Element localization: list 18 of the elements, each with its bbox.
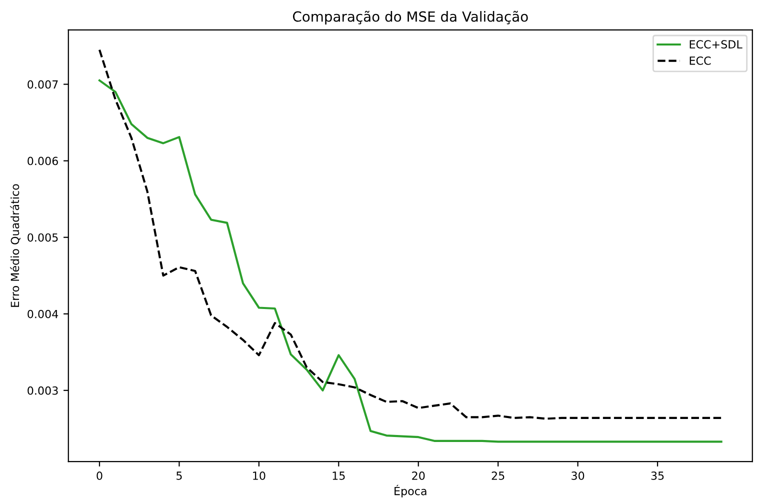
x-tick-label: 10 <box>253 471 266 480</box>
legend-label: ECC+SDL <box>690 40 742 49</box>
y-tick-label: 0.007 <box>28 80 58 89</box>
y-tick-label: 0.005 <box>28 233 58 242</box>
y-tick-label: 0.004 <box>28 310 58 318</box>
x-tick-label: 20 <box>412 471 425 480</box>
x-tick-label: 0 <box>96 471 102 480</box>
x-tick-label: 5 <box>176 472 182 480</box>
x-axis-title: Época <box>394 484 426 498</box>
chart-title: Comparação do MSE da Validação <box>292 10 528 24</box>
x-tick-label: 30 <box>572 471 584 480</box>
legend-label: ECC <box>690 56 711 65</box>
x-tick-label: 15 <box>332 472 345 480</box>
x-tick-label: 35 <box>651 471 664 480</box>
y-tick-label: 0.003 <box>28 386 58 395</box>
y-tick-label: 0.006 <box>28 156 58 166</box>
x-tick-label: 25 <box>492 471 504 480</box>
y-axis-title: Erro Médio Quadrático <box>10 184 20 307</box>
